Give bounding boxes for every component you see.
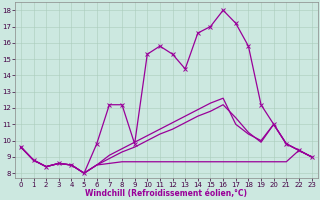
X-axis label: Windchill (Refroidissement éolien,°C): Windchill (Refroidissement éolien,°C)	[85, 189, 247, 198]
